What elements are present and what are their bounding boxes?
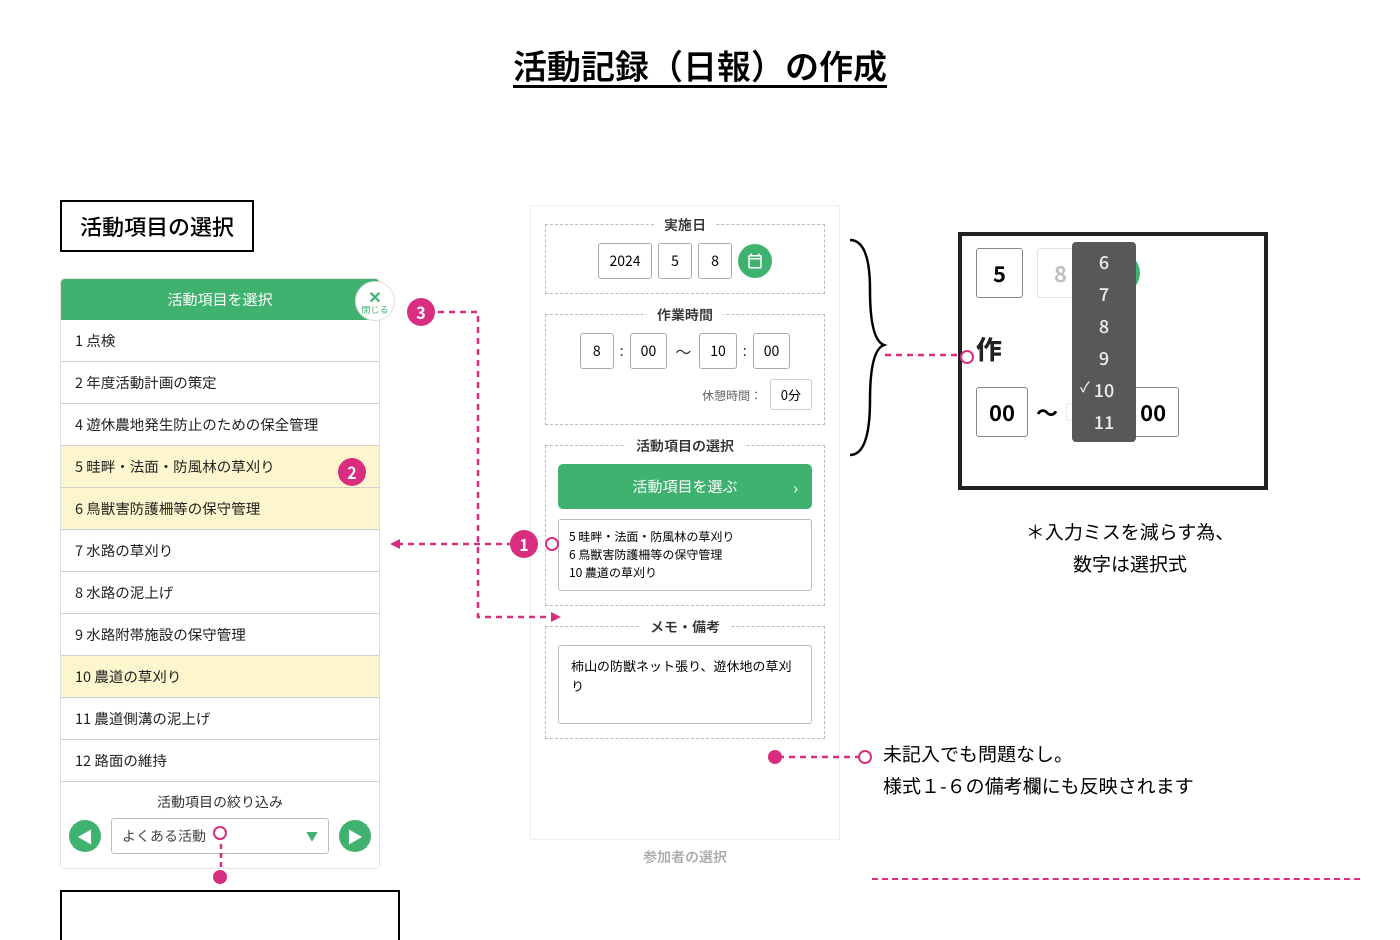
- panel-header-title: 活動項目を選択: [167, 289, 272, 310]
- selected-activity-line: 6 鳥獣害防護柵等の保守管理: [569, 546, 801, 564]
- activity-list: 1 点検2 年度活動計画の策定4 遊休農地発生防止のための保全管理5 畦畔・法面…: [61, 320, 379, 782]
- close-button[interactable]: ✕ 閉じる: [355, 281, 395, 321]
- selected-activity-line: 5 畦畔・法面・防風林の草刈り: [569, 528, 801, 546]
- right-note-2-line2: 様式１-６の備考欄にも反映されます: [883, 770, 1323, 802]
- right-note-1: ＊入力ミスを減らす為、 数字は選択式: [975, 516, 1285, 581]
- picker-option[interactable]: 6: [1072, 246, 1136, 278]
- filter-title: 活動項目の絞り込み: [69, 792, 371, 812]
- number-picker-popup[interactable]: 67891011: [1072, 242, 1136, 442]
- close-label: 閉じる: [361, 305, 388, 314]
- zoom-label-left: 作: [976, 330, 1002, 367]
- activity-list-item[interactable]: 6 鳥獣害防護柵等の保守管理: [61, 488, 379, 530]
- filter-next-button[interactable]: ▶: [339, 820, 371, 852]
- chevron-down-icon: ▼: [306, 828, 318, 845]
- zoom-month: 5: [976, 248, 1023, 298]
- calendar-icon: [746, 252, 764, 270]
- calendar-button[interactable]: [738, 244, 772, 278]
- zoom-tilde: ～: [1036, 396, 1058, 428]
- callout-badge-2: 2: [338, 458, 366, 486]
- right-note-2-line1: 未記入でも問題なし。: [883, 738, 1323, 770]
- rest-label: 休憩時間：: [702, 387, 762, 404]
- section-label-activity-select: 活動項目の選択: [60, 200, 254, 252]
- callout-badge-3: 3: [407, 298, 435, 326]
- callout-open-dot: [545, 537, 559, 551]
- colon: :: [743, 341, 747, 361]
- activity-list-item[interactable]: 8 水路の泥上げ: [61, 572, 379, 614]
- connector-line: [885, 350, 965, 360]
- zoom-from-min: 00: [976, 387, 1028, 437]
- time-fieldset-title: 作業時間: [647, 305, 723, 325]
- activity-list-item[interactable]: 9 水路附帯施設の保守管理: [61, 614, 379, 656]
- callout-filled-dot: [213, 870, 227, 884]
- next-section-label: 参加者の選択: [643, 847, 727, 867]
- activity-fieldset-title: 活動項目の選択: [626, 436, 744, 456]
- right-note-1-line1: ＊入力ミスを減らす為、: [975, 516, 1285, 548]
- picker-option[interactable]: 11: [1072, 406, 1136, 438]
- rest-value[interactable]: 0分: [770, 379, 812, 410]
- close-icon: ✕: [368, 288, 381, 304]
- selected-activities: 5 畦畔・法面・防風林の草刈り6 鳥獣害防護柵等の保守管理10 農道の草刈り: [558, 519, 812, 591]
- activity-list-item[interactable]: 1 点検: [61, 320, 379, 362]
- brace-icon: [832, 230, 892, 470]
- callout-open-dot: [213, 826, 227, 840]
- picker-option[interactable]: 9: [1072, 342, 1136, 374]
- callout-open-dot: [858, 750, 872, 764]
- activity-list-item[interactable]: 10 農道の草刈り: [61, 656, 379, 698]
- choose-activity-button[interactable]: 活動項目を選ぶ ›: [558, 464, 812, 509]
- memo-fieldset: メモ・備考 柿山の防獣ネット張り、遊休地の草刈り: [545, 626, 825, 739]
- tilde: ～: [675, 339, 691, 363]
- filter-prev-button[interactable]: ◀: [69, 820, 101, 852]
- memo-fieldset-title: メモ・備考: [640, 617, 730, 637]
- to-min-select[interactable]: 00: [753, 333, 791, 369]
- right-note-1-line2: 数字は選択式: [975, 548, 1285, 580]
- activity-list-item[interactable]: 11 農道側溝の泥上げ: [61, 698, 379, 740]
- zoom-detail-panel: 5 8 作 間 00 ～ : 00 67891011: [958, 232, 1268, 490]
- picker-option[interactable]: 10: [1072, 374, 1136, 406]
- choose-activity-label: 活動項目を選ぶ: [632, 476, 737, 497]
- connector-arrow-1: [388, 538, 518, 550]
- picker-option[interactable]: 7: [1072, 278, 1136, 310]
- year-select[interactable]: 2024: [598, 243, 652, 279]
- from-min-select[interactable]: 00: [630, 333, 668, 369]
- activity-fieldset: 活動項目の選択 活動項目を選ぶ › 5 畦畔・法面・防風林の草刈り6 鳥獣害防護…: [545, 445, 825, 606]
- panel-header: 活動項目を選択 ✕ 閉じる: [61, 279, 379, 320]
- memo-textarea[interactable]: 柿山の防獣ネット張り、遊休地の草刈り: [558, 645, 812, 724]
- selected-activity-line: 10 農道の草刈り: [569, 564, 801, 582]
- report-form-panel: 実施日 2024 5 8 作業時間 8 : 00 ～ 10 : 00 休憩時間：…: [530, 205, 840, 840]
- bottom-box-fragment: [60, 890, 400, 940]
- activity-select-panel: 活動項目を選択 ✕ 閉じる 1 点検2 年度活動計画の策定4 遊休農地発生防止の…: [60, 278, 380, 869]
- time-fieldset: 作業時間 8 : 00 ～ 10 : 00 休憩時間： 0分: [545, 314, 825, 425]
- page-title: 活動記録（日報）の作成: [0, 40, 1400, 89]
- day-select[interactable]: 8: [698, 243, 732, 279]
- right-note-2: 未記入でも問題なし。 様式１-６の備考欄にも反映されます: [883, 738, 1323, 803]
- activity-list-item[interactable]: 7 水路の草刈り: [61, 530, 379, 572]
- from-hour-select[interactable]: 8: [580, 333, 614, 369]
- date-fieldset-title: 実施日: [654, 215, 716, 235]
- colon: :: [620, 341, 624, 361]
- filter-dropdown-value: よくある活動: [122, 826, 206, 846]
- callout-open-dot: [960, 350, 974, 364]
- bottom-dashed-line: [872, 878, 1360, 880]
- activity-list-item[interactable]: 4 遊休農地発生防止のための保全管理: [61, 404, 379, 446]
- chevron-right-icon: ›: [793, 475, 798, 499]
- date-fieldset: 実施日 2024 5 8: [545, 224, 825, 294]
- activity-list-item[interactable]: 12 路面の維持: [61, 740, 379, 782]
- filter-area: 活動項目の絞り込み ◀ よくある活動 ▼ ▶: [61, 782, 379, 868]
- callout-filled-dot: [768, 750, 782, 764]
- month-select[interactable]: 5: [658, 243, 692, 279]
- callout-badge-1: 1: [510, 530, 538, 558]
- activity-list-item[interactable]: 2 年度活動計画の策定: [61, 362, 379, 404]
- activity-list-item[interactable]: 5 畦畔・法面・防風林の草刈り: [61, 446, 379, 488]
- picker-option[interactable]: 8: [1072, 310, 1136, 342]
- to-hour-select[interactable]: 10: [699, 333, 737, 369]
